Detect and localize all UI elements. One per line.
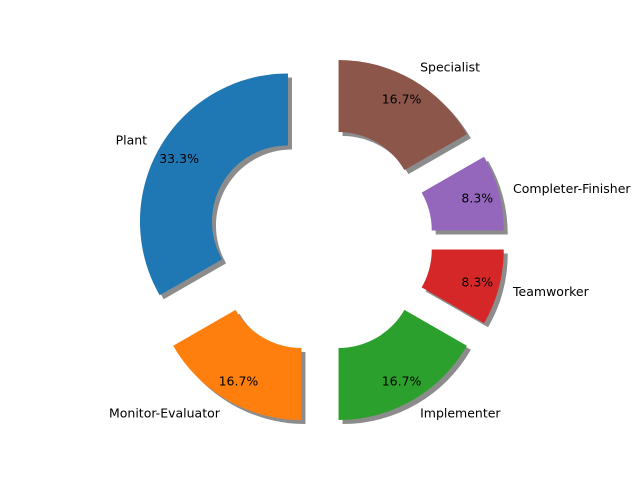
- slice-completer-finisher: [421, 156, 504, 231]
- category-label-teamworker: Teamworker: [512, 284, 590, 299]
- category-label-implementer: Implementer: [420, 405, 501, 420]
- percent-labels: 33.3% 16.7% 16.7% 8.3% 8.3% 16.7%: [159, 92, 493, 389]
- category-label-specialist: Specialist: [420, 60, 480, 75]
- percent-label-completer-finisher: 8.3%: [461, 191, 493, 206]
- percent-label-implementer: 16.7%: [382, 373, 422, 388]
- category-labels: Plant Monitor-Evaluator Implementer Teamwor…: [109, 60, 631, 421]
- slice-teamworker: [421, 249, 504, 324]
- percent-label-monitor-evaluator: 16.7%: [219, 373, 259, 388]
- percent-label-specialist: 16.7%: [382, 92, 422, 107]
- percent-label-plant: 33.3%: [159, 151, 199, 166]
- slices: [139, 59, 504, 421]
- category-label-monitor-evaluator: Monitor-Evaluator: [109, 405, 221, 420]
- percent-label-teamworker: 8.3%: [461, 274, 493, 289]
- slice-specialist: [338, 59, 467, 171]
- category-label-completer-finisher: Completer-Finisher: [513, 181, 631, 196]
- slice-monitor-evaluator: [173, 309, 302, 421]
- slice-implementer: [338, 309, 467, 421]
- slice-plant: [139, 73, 288, 296]
- category-label-plant: Plant: [116, 132, 148, 147]
